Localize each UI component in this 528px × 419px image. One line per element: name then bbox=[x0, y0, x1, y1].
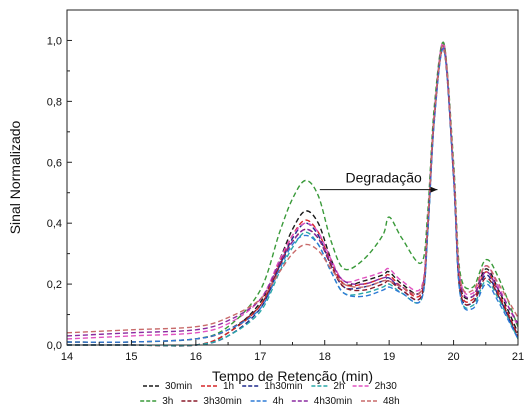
x-tick-label: 21 bbox=[512, 351, 524, 363]
series-line-48h bbox=[66, 44, 519, 334]
y-tick-label: 0,8 bbox=[47, 96, 62, 108]
legend-label: 4h bbox=[273, 396, 284, 407]
x-tick-label: 19 bbox=[383, 351, 395, 363]
series-line-1h30min bbox=[66, 44, 519, 347]
y-tick-label: 0,6 bbox=[47, 157, 62, 169]
plot-frame bbox=[66, 9, 519, 346]
series-line-30min bbox=[66, 41, 519, 347]
series-line-2h30 bbox=[66, 41, 519, 340]
axis-ticks: 14 15 16 17 18 19 20 21 0,0 0,2 0,4 0,6 0,8 1,0 bbox=[47, 9, 524, 363]
legend-label: 1h bbox=[223, 381, 234, 392]
legend-label: 2h30 bbox=[375, 381, 398, 392]
legend-label: 3h30min bbox=[203, 396, 241, 407]
series-line-1h bbox=[66, 44, 519, 347]
x-tick-label: 16 bbox=[190, 351, 202, 363]
x-tick-label: 18 bbox=[319, 351, 331, 363]
annotation-label: Degradação bbox=[345, 170, 421, 186]
legend-label: 30min bbox=[165, 381, 192, 392]
legend-label: 4h30min bbox=[314, 396, 352, 407]
series-line-4h bbox=[66, 47, 519, 343]
x-axis-title: Tempo de Retenção (min) bbox=[212, 368, 373, 384]
y-tick-label: 0,4 bbox=[47, 218, 62, 230]
legend-label: 2h bbox=[333, 381, 344, 392]
legend-label: 1h30min bbox=[264, 381, 302, 392]
series-layer bbox=[66, 41, 519, 347]
legend: 30min 1h 1h30min 2h 2h30 3h 3h30min 4h 4h30min 48… bbox=[140, 381, 400, 407]
y-tick-label: 1,0 bbox=[47, 35, 62, 47]
x-tick-label: 14 bbox=[61, 351, 73, 363]
annotation: Degradação bbox=[319, 170, 438, 193]
series-line-3h30min bbox=[66, 47, 519, 343]
series-line-2h bbox=[66, 47, 519, 347]
series-line-3h bbox=[66, 41, 519, 343]
y-tick-label: 0,0 bbox=[47, 340, 62, 352]
legend-label: 48h bbox=[383, 396, 400, 407]
legend-label: 3h bbox=[162, 396, 173, 407]
x-tick-label: 17 bbox=[254, 351, 266, 363]
x-tick-label: 15 bbox=[125, 351, 137, 363]
y-tick-label: 0,2 bbox=[47, 279, 62, 291]
series-line-4h30min bbox=[66, 44, 519, 337]
x-tick-label: 20 bbox=[447, 351, 459, 363]
y-axis-title: Sinal Normalizado bbox=[7, 120, 23, 234]
